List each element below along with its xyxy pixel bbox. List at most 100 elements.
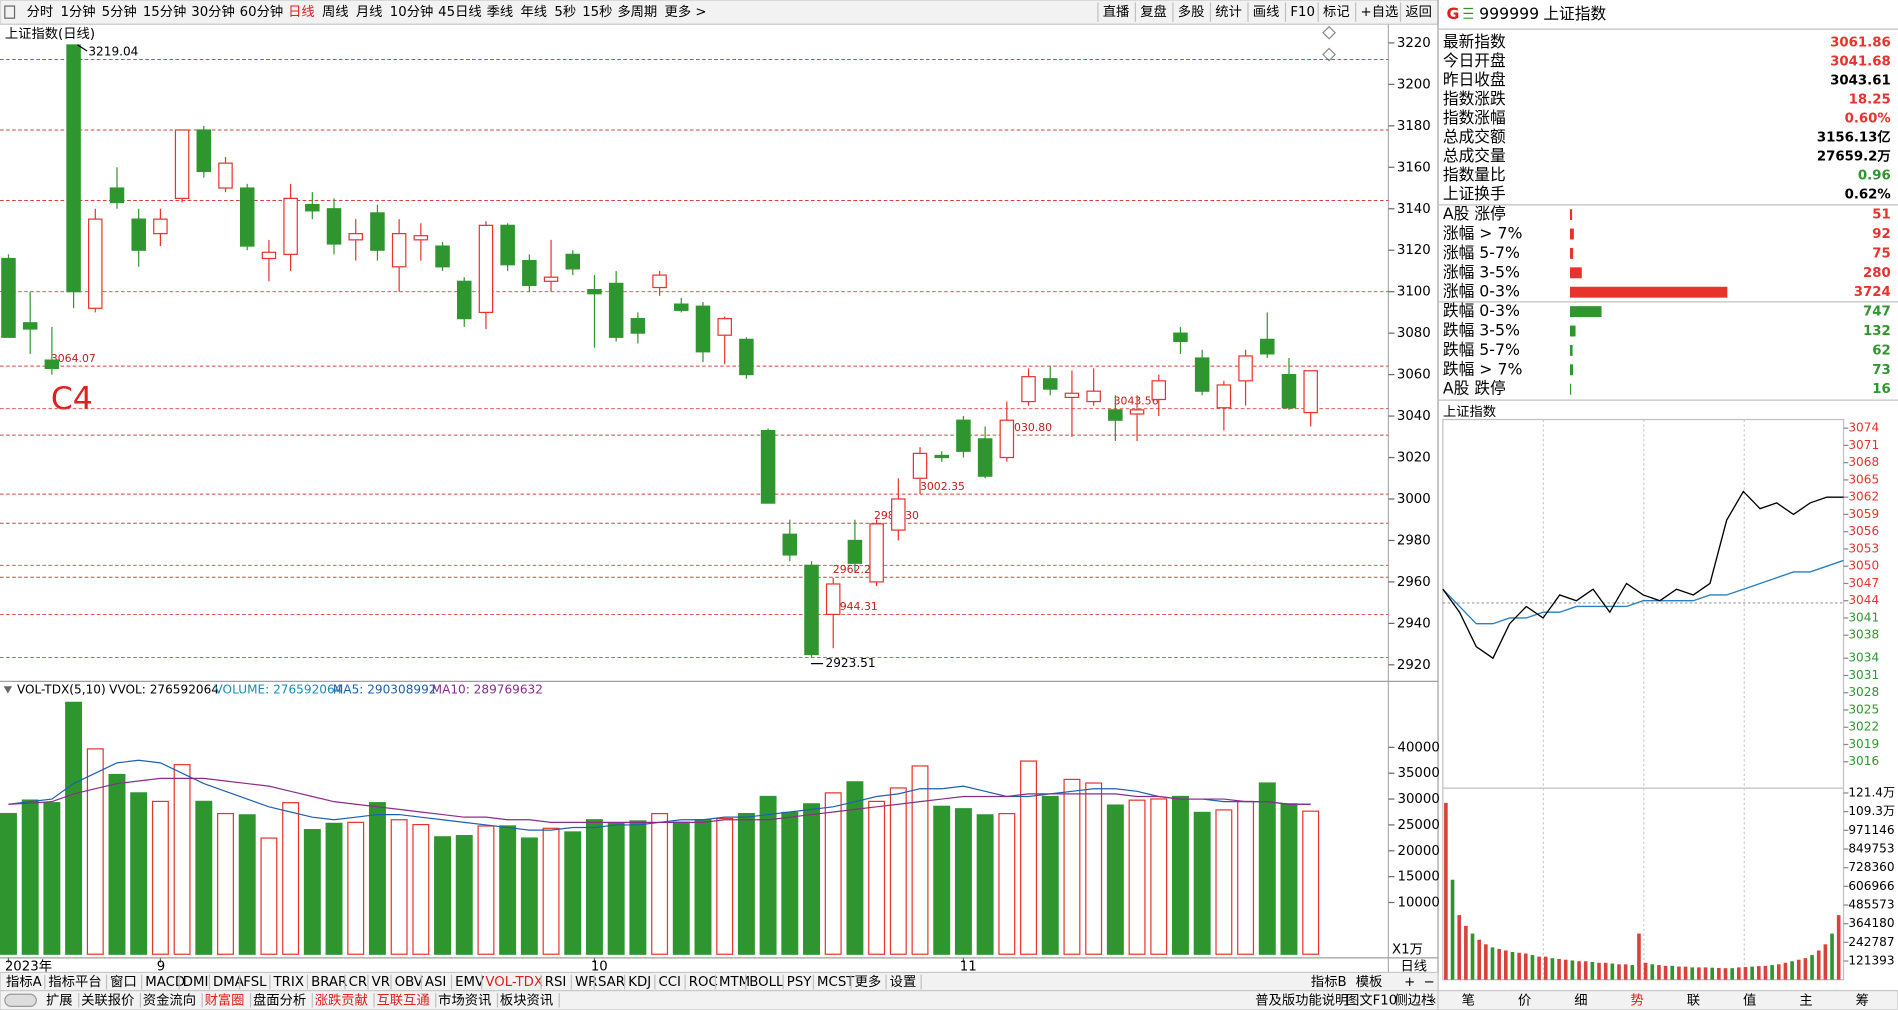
indicator-tab[interactable]: PSY [787, 975, 812, 990]
indicator-tab[interactable]: MCST [817, 975, 855, 990]
period-tab[interactable]: 5分钟 [102, 3, 137, 20]
chart-control[interactable] [1322, 25, 1336, 40]
period-tab[interactable]: 60分钟 [240, 3, 284, 20]
bottom-tab[interactable]: 盘面分析 [253, 991, 306, 1008]
bottom-link[interactable]: 侧边栏 [1394, 992, 1434, 1008]
period-tab[interactable]: 15秒 [582, 4, 612, 20]
indicator-tab[interactable]: 指标A [6, 974, 42, 990]
candle-body [153, 218, 168, 235]
bottom-tab[interactable]: 涨跌贡献 [315, 992, 368, 1008]
indicator-tab[interactable]: ASI [425, 975, 446, 990]
candle-body [999, 419, 1015, 459]
toolbar-button[interactable]: 画线 [1253, 4, 1280, 20]
chart-control[interactable] [1322, 47, 1336, 62]
toolbar-button[interactable]: 返回 [1405, 4, 1432, 20]
candle-body [413, 235, 429, 241]
toolbar-button[interactable]: 多股 [1178, 3, 1205, 20]
indicator-tab[interactable]: MACD [145, 975, 185, 990]
period-tab[interactable]: 月线 [356, 4, 383, 20]
candle-body [391, 233, 407, 268]
bottom-tab[interactable]: 资金流向 [143, 992, 196, 1008]
intraday-volume-bar [1583, 961, 1588, 980]
side-tab[interactable]: 细 [1574, 992, 1587, 1008]
indicator-tab[interactable]: FSL [243, 975, 267, 990]
volume-bar [282, 802, 300, 955]
period-tab[interactable]: 周线 [322, 4, 349, 20]
volume-bar [889, 787, 907, 955]
indicator-tab[interactable]: ROC [689, 975, 718, 990]
indicator-tab[interactable]: BOLL [749, 975, 784, 990]
bottom-link[interactable]: 普及版功能说明 [1255, 992, 1348, 1008]
period-tab[interactable]: 更多 > [665, 3, 707, 20]
zoom-button[interactable]: + [1404, 975, 1415, 990]
toolbar-button[interactable]: 直播 [1103, 4, 1130, 20]
menu-icon[interactable] [1463, 7, 1474, 19]
period-tab[interactable]: 1分钟 [61, 3, 96, 20]
period-tab[interactable]: 15分钟 [143, 3, 187, 20]
indicator-tab[interactable]: MTM [719, 975, 750, 990]
bottom-tab[interactable]: 板块资讯 [500, 992, 553, 1008]
indicator-tab[interactable]: KDJ [628, 975, 651, 990]
indicator-tab[interactable]: BRAR [311, 975, 347, 990]
indicator-tab[interactable]: SAR [598, 975, 625, 990]
indicator-tab[interactable]: DMA [213, 975, 244, 990]
panel-toggle[interactable] [3, 686, 13, 694]
breadth-label: 跌幅 5-7% [1443, 340, 1520, 359]
bottom-tab[interactable]: 市场资讯 [438, 991, 491, 1008]
side-tab[interactable]: 势 [1630, 992, 1643, 1008]
side-tab[interactable]: 筹 [1856, 991, 1869, 1008]
indicator-tab[interactable]: 更多 [855, 973, 882, 990]
toolbar-button[interactable]: F10 [1290, 5, 1315, 20]
indicator-tab[interactable]: WR [575, 975, 597, 990]
indicator-tab[interactable]: 指标B [1311, 974, 1347, 990]
indicator-tab[interactable]: RSI [545, 975, 567, 990]
bottom-tab[interactable]: 互联互通 [376, 992, 429, 1008]
period-tab[interactable]: 多周期 [617, 3, 657, 20]
indicator-tab[interactable]: OBV [395, 975, 423, 990]
indicator-tab[interactable]: 设置 [890, 974, 917, 990]
period-tab[interactable]: 分时 [27, 4, 54, 20]
toggle[interactable] [4, 993, 37, 1007]
toolbar-button[interactable]: 标记 [1323, 4, 1350, 20]
candle-body [239, 187, 255, 247]
bottom-tab[interactable]: 财富圈 [205, 991, 245, 1008]
bottom-tab[interactable]: 关联报价 [81, 992, 134, 1008]
side-tab[interactable]: 主 [1799, 992, 1812, 1008]
indicator-tab[interactable]: CCI [658, 975, 681, 990]
toolbar-icon[interactable] [4, 5, 16, 19]
side-tab[interactable]: 笔 [1462, 992, 1475, 1008]
breadth-count: 62 [1872, 343, 1891, 358]
period-tab[interactable]: 30分钟 [191, 3, 235, 20]
indicator-tab[interactable]: 模板 [1356, 974, 1383, 990]
period-tab[interactable]: 45日线 [438, 4, 482, 20]
indicator-tab[interactable]: EMV [455, 975, 484, 990]
toolbar-button[interactable]: 统计 [1215, 4, 1242, 20]
period-tab[interactable]: 10分钟 [390, 3, 434, 20]
candle-body [1173, 332, 1188, 343]
period-tab[interactable]: 日线 [288, 4, 315, 20]
side-tab[interactable]: 联 [1687, 992, 1700, 1008]
indicator-tab[interactable]: 窗口 [110, 973, 137, 990]
bottom-link[interactable]: 图文F10 [1346, 992, 1397, 1008]
candle-body [1238, 355, 1253, 382]
intraday-volume-bar [1763, 965, 1768, 980]
candle-body [1021, 376, 1036, 403]
indicator-tab[interactable]: DMI [183, 975, 209, 990]
indicator-tab[interactable]: CR [349, 975, 368, 990]
period-tab[interactable]: 季线 [487, 4, 514, 20]
toolbar-button[interactable]: +自选 [1361, 4, 1399, 20]
bottom-tab[interactable]: 扩展 [46, 992, 73, 1008]
indicator-tab[interactable]: VR [372, 975, 390, 990]
breadth-bar [1569, 209, 1573, 221]
indicator-tab[interactable]: 指标平台 [48, 974, 101, 990]
indicator-tab[interactable]: TRIX [273, 975, 304, 990]
period-tab[interactable]: 5秒 [554, 4, 576, 20]
period-tab[interactable]: 年线 [520, 4, 547, 20]
bottom-link[interactable]: « [1428, 993, 1436, 1008]
side-tab[interactable]: 价 [1518, 993, 1531, 1008]
intraday-volume-bar [1770, 965, 1774, 980]
toolbar-button[interactable]: 复盘 [1140, 3, 1167, 20]
indicator-tab[interactable]: VOL-TDX [485, 975, 543, 990]
zoom-button[interactable]: − [1424, 975, 1435, 990]
side-tab[interactable]: 值 [1743, 992, 1756, 1008]
